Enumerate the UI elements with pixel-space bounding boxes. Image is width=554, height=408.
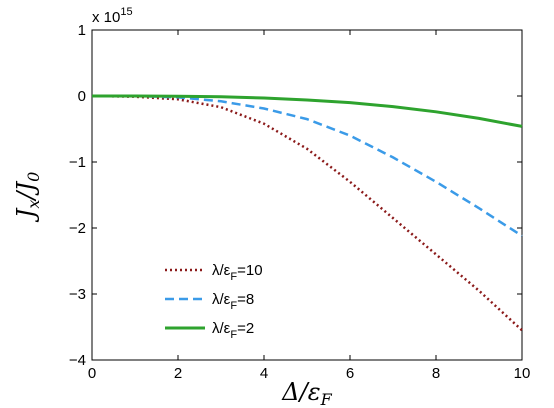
x-tick-label: 10 — [514, 365, 531, 382]
legend: λ/εF=10 λ/εF=8 λ/εF=2 — [165, 262, 263, 341]
legend-label-2: λ/εF=8 — [212, 291, 254, 312]
series-line-1 — [91, 94, 523, 332]
x-axis-label: Δ/εF — [281, 378, 332, 408]
x-tick-label: 8 — [432, 365, 440, 382]
y-multiplier-base: x 10 — [92, 9, 120, 26]
y-tick-label: 0 — [78, 88, 86, 105]
y-tick-label: −4 — [69, 352, 86, 369]
x-tick-label: 6 — [346, 365, 354, 382]
y-axis-label: Jx/J0 — [12, 172, 43, 224]
y-tick-label: −1 — [69, 154, 86, 171]
plot-frame — [91, 29, 523, 361]
series-line-3 — [92, 94, 523, 128]
plot-area — [91, 29, 523, 361]
legend-label-3: λ/εF=2 — [212, 320, 254, 341]
y-multiplier-exponent: 15 — [120, 6, 132, 18]
series-layer — [91, 94, 523, 332]
y-tick-label: −3 — [69, 286, 86, 303]
x-tick-label: 4 — [260, 365, 268, 382]
x-tick-label: 0 — [88, 365, 96, 382]
y-tick-label: −2 — [69, 220, 86, 237]
legend-label-1: λ/εF=10 — [212, 262, 263, 283]
y-multiplier: x 1015 — [92, 6, 133, 26]
x-axis: 0 2 4 6 8 10 — [88, 30, 531, 382]
y-tick-label: 1 — [78, 22, 86, 39]
x-tick-label: 2 — [174, 365, 182, 382]
